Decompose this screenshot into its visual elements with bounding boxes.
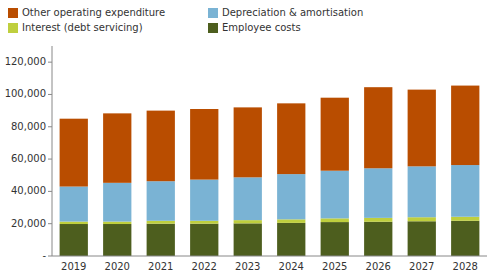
y-tick xyxy=(48,191,52,192)
bar-segment xyxy=(190,109,218,180)
y-tick xyxy=(48,159,52,160)
legend-swatch xyxy=(208,23,218,33)
bar-segment xyxy=(277,103,305,174)
bar-segment xyxy=(103,113,131,182)
bar-segment xyxy=(277,223,305,256)
bar-segment xyxy=(451,165,479,217)
legend-label: Interest (debt servicing) xyxy=(22,22,143,33)
y-tick-label: 60,000 xyxy=(11,153,46,164)
bar-segment xyxy=(103,222,131,224)
bar-segment xyxy=(147,181,175,221)
bar-segment xyxy=(408,221,436,256)
bar-segment xyxy=(234,107,262,177)
bar-segment xyxy=(364,222,392,256)
x-tick-label: 2022 xyxy=(192,261,217,272)
bar-segment xyxy=(321,171,349,219)
y-tick-label: 100,000 xyxy=(5,88,46,99)
y-tick-label: 20,000 xyxy=(11,218,46,229)
bar-segment xyxy=(190,221,218,224)
bars xyxy=(60,86,480,256)
bar-segment xyxy=(277,174,305,219)
bar-segment xyxy=(60,222,88,224)
legend-swatch xyxy=(208,8,218,18)
y-tick xyxy=(48,94,52,95)
bar-segment xyxy=(234,220,262,223)
legend-swatch xyxy=(8,23,18,33)
y-tick-label: - xyxy=(42,250,46,261)
bar-segment xyxy=(364,168,392,218)
bar-segment xyxy=(451,217,479,221)
bar-segment xyxy=(451,221,479,256)
bar-segment xyxy=(451,86,479,165)
bar-segment xyxy=(408,217,436,221)
bar-segment xyxy=(321,218,349,222)
x-tick-label: 2024 xyxy=(279,261,304,272)
x-tick-label: 2021 xyxy=(148,261,173,272)
chart: - 20,000 40,000 60,000 80,000 100,000 120,000 2… xyxy=(0,0,499,280)
y-axis-line xyxy=(52,46,53,256)
bar-segment xyxy=(190,180,218,221)
bar-segment xyxy=(408,166,436,217)
x-tick-label: 2019 xyxy=(61,261,86,272)
bar-segment xyxy=(147,111,175,182)
legend-label: Depreciation & amortisation xyxy=(222,7,363,18)
y-tick-label: 40,000 xyxy=(11,185,46,196)
y-tick xyxy=(48,223,52,224)
bar-segment xyxy=(364,87,392,168)
x-axis-line xyxy=(52,256,487,257)
bar-segment xyxy=(234,177,262,220)
bar-segment xyxy=(147,224,175,256)
x-tick-label: 2025 xyxy=(322,261,347,272)
x-tick-label: 2027 xyxy=(409,261,434,272)
y-tick-label: 120,000 xyxy=(5,56,46,67)
bar-segment xyxy=(408,90,436,167)
bar-segment xyxy=(147,221,175,224)
bar-segment xyxy=(103,224,131,256)
legend-swatch xyxy=(8,8,18,18)
x-tick-label: 2028 xyxy=(453,261,478,272)
x-tick-label: 2023 xyxy=(235,261,260,272)
bar-segment xyxy=(234,223,262,256)
bar-segment xyxy=(60,119,88,187)
bar-segment xyxy=(190,224,218,256)
bar-segment xyxy=(60,224,88,256)
y-tick xyxy=(48,256,52,257)
legend-label: Other operating expenditure xyxy=(22,7,165,18)
y-tick xyxy=(48,126,52,127)
x-tick-label: 2020 xyxy=(105,261,130,272)
bar-segment xyxy=(60,187,88,222)
x-tick-label: 2026 xyxy=(366,261,391,272)
bar-segment xyxy=(321,222,349,256)
bar-segment xyxy=(364,218,392,222)
legend-label: Employee costs xyxy=(222,22,301,33)
y-tick-label: 80,000 xyxy=(11,121,46,132)
y-tick xyxy=(48,62,52,63)
bar-segment xyxy=(277,219,305,223)
bar-segment xyxy=(103,183,131,222)
bar-segment xyxy=(321,98,349,171)
